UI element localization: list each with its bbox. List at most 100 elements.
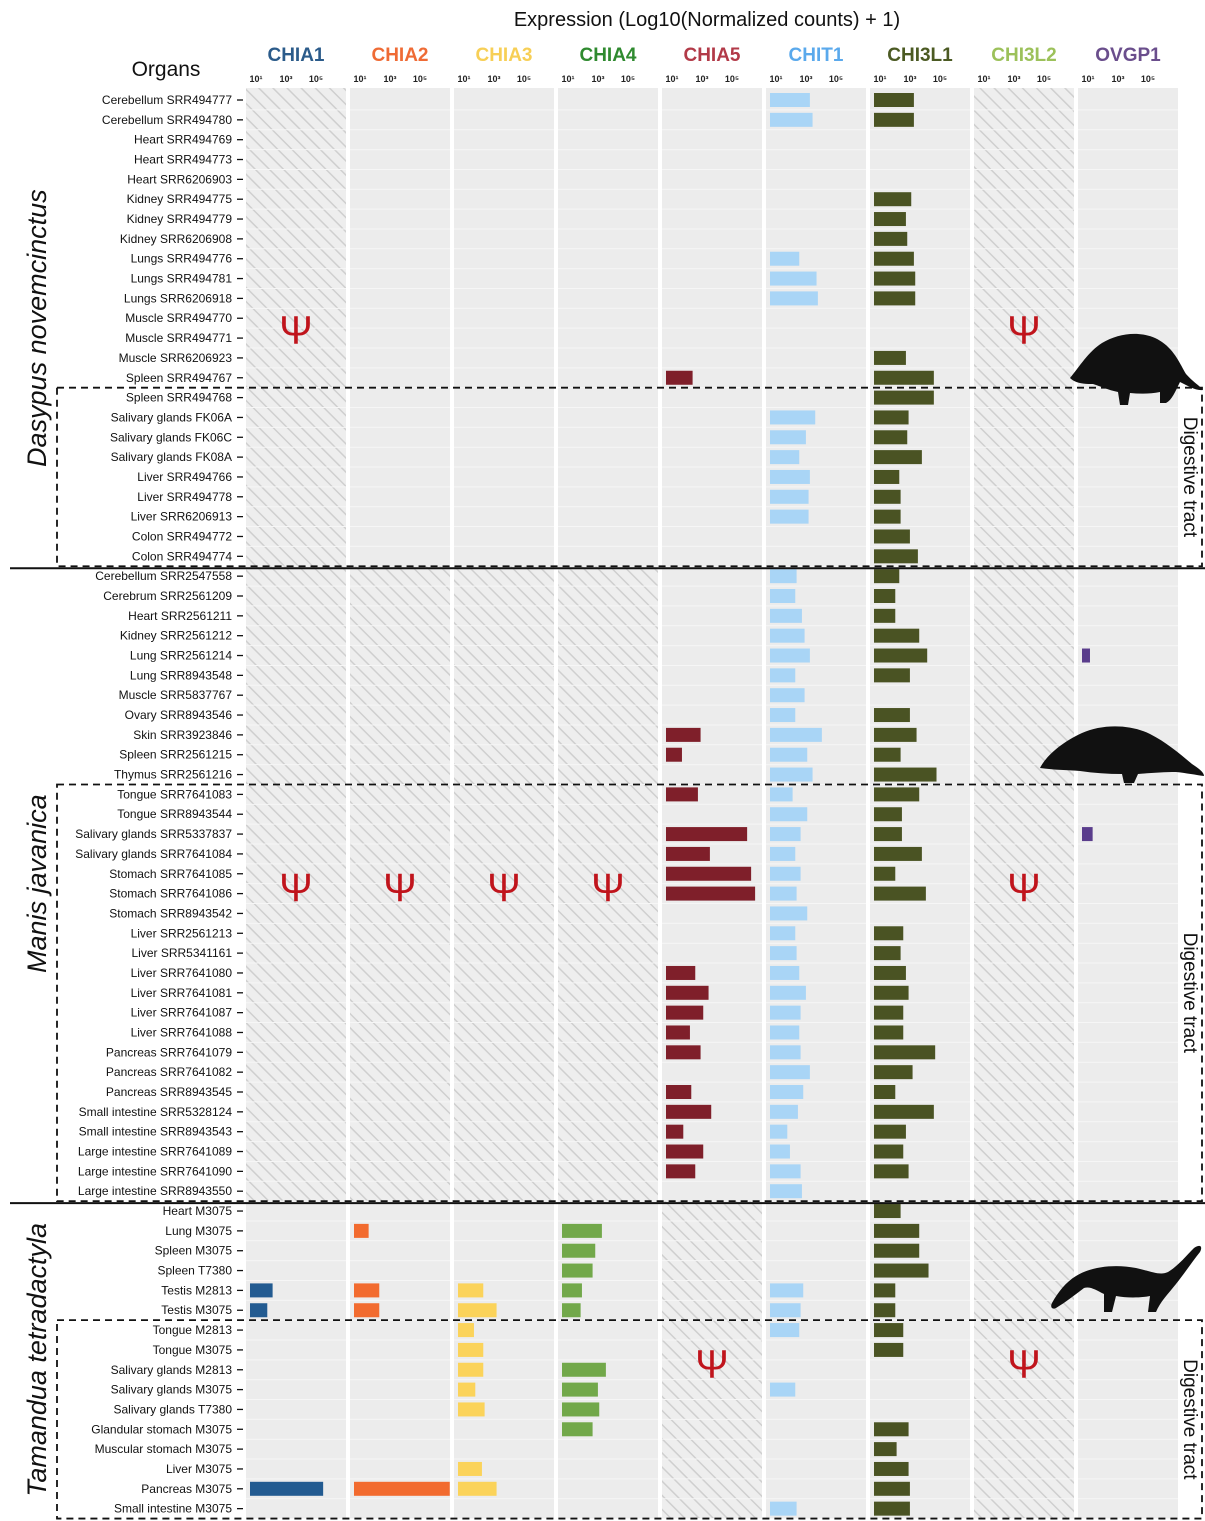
bar-chi3l1-kidney-srr6206908 — [874, 231, 908, 246]
bar-chia5-small-intestine-srr8943543 — [666, 1124, 684, 1139]
bar-chit1-kidney-srr2561212 — [770, 628, 805, 643]
bar-chi3l1-lung-srr2561214 — [874, 648, 928, 663]
bar-chia5-pancreas-srr8943545 — [666, 1085, 692, 1099]
bar-chi3l1-colon-srr494774 — [874, 549, 918, 564]
organ-label: Stomach SRR7641085 — [109, 867, 232, 881]
bar-chi3l1-cerebrum-srr2561209 — [874, 589, 896, 603]
organ-label: Spleen M3075 — [155, 1244, 233, 1258]
digestive-tract-box — [56, 386, 1203, 568]
bar-chit1-cerebellum-srr494777 — [770, 93, 810, 107]
organ-label: Heart SRR494769 — [134, 133, 232, 147]
bar-chit1-cerebellum-srr2547558 — [770, 569, 797, 584]
bar-chi3l1-heart-srr2561211 — [874, 608, 896, 623]
bar-chi3l1-stomach-srr7641086 — [874, 886, 926, 901]
gene-header-chia1: CHIA1 — [267, 45, 324, 66]
organ-label: Tongue M2813 — [153, 1323, 233, 1337]
bar-chia5-stomach-srr7641086 — [666, 886, 756, 901]
bar-ovgp1-salivary-glands-srr5337837 — [1082, 827, 1093, 842]
organ-label: Lung SRR8943548 — [130, 668, 232, 682]
organ-label: Liver SRR7641080 — [131, 966, 233, 980]
organ-label: Heart SRR6206903 — [127, 172, 232, 186]
organ-label: Lungs SRR494776 — [131, 252, 233, 266]
bar-chia5-liver-srr7641080 — [666, 965, 696, 980]
organ-label: Tongue M3075 — [153, 1343, 233, 1357]
tick-label: 10³ — [695, 74, 708, 84]
bar-chi3l1-liver-srr7641080 — [874, 965, 906, 980]
bar-chi3l1-large-intestine-srr7641089 — [874, 1144, 904, 1159]
bar-chi3l1-kidney-srr494779 — [874, 212, 906, 227]
species-label-manis-javanica: Manis javanica — [22, 794, 52, 973]
bar-chit1-salivary-glands-m3075 — [770, 1382, 796, 1397]
organ-label: Large intestine SRR8943550 — [78, 1184, 232, 1198]
bar-chia3-tongue-m3075 — [458, 1342, 484, 1357]
bar-chit1-spleen-srr2561215 — [770, 747, 808, 762]
bar-chit1-heart-srr2561211 — [770, 608, 802, 623]
bar-chi3l1-colon-srr494772 — [874, 529, 910, 544]
organ-label: Cerebrum SRR2561209 — [103, 589, 232, 603]
organ-label: Salivary glands T7380 — [113, 1402, 232, 1416]
bar-chi3l1-cerebellum-srr2547558 — [874, 569, 900, 584]
organ-label: Liver SRR7641081 — [131, 986, 233, 1000]
digestive-tract-label: Digestive tract — [1179, 1359, 1200, 1480]
organ-label: Lung SRR2561214 — [130, 649, 232, 663]
organ-label: Salivary glands M2813 — [111, 1363, 233, 1377]
species-label-dasypus-novemcinctus: Dasypus novemcinctus — [22, 189, 52, 467]
bar-chi3l1-muscle-srr6206923 — [874, 350, 906, 365]
organ-label: Lung M3075 — [165, 1224, 232, 1238]
organ-label: Heart M3075 — [163, 1204, 233, 1218]
bar-chit1-lungs-srr6206918 — [770, 291, 818, 306]
bar-chi3l1-thymus-srr2561216 — [874, 767, 937, 782]
bar-chi3l1-pancreas-srr7641079 — [874, 1045, 936, 1060]
bar-chit1-thymus-srr2561216 — [770, 767, 813, 782]
organ-label: Small intestine SRR8943543 — [79, 1125, 233, 1139]
bar-chit1-salivary-glands-fk08a — [770, 450, 800, 465]
bar-chit1-liver-srr7641081 — [770, 985, 806, 1000]
tick-label: 10⁵ — [413, 74, 427, 84]
bar-chi3l1-liver-srr2561213 — [874, 926, 904, 941]
tick-label: 10¹ — [249, 74, 262, 84]
organ-label: Spleen SRR494768 — [126, 391, 232, 405]
bar-chia4-testis-m2813 — [562, 1283, 582, 1298]
pseudogene-symbol: Ψ — [1007, 309, 1040, 353]
pangolin-icon — [1040, 726, 1204, 783]
tick-label: 10¹ — [665, 74, 678, 84]
bar-chit1-salivary-glands-srr5337837 — [770, 827, 801, 842]
organ-label: Muscular stomach M3075 — [95, 1442, 233, 1456]
bar-chit1-testis-m3075 — [770, 1303, 801, 1318]
gene-panel-ovgp1 — [1078, 88, 1178, 1518]
bar-chit1-large-intestine-srr7641090 — [770, 1164, 801, 1179]
tick-label: 10¹ — [561, 74, 574, 84]
bar-chia4-salivary-glands-t7380 — [562, 1402, 600, 1417]
bar-chi3l1-salivary-glands-fk06c — [874, 430, 908, 445]
organ-label: Lungs SRR6206918 — [124, 291, 232, 305]
organ-label: Ovary SRR8943546 — [125, 708, 233, 722]
bar-chi3l1-muscular-stomach-m3075 — [874, 1442, 897, 1457]
bar-chia4-salivary-glands-m2813 — [562, 1362, 606, 1377]
bar-chi3l1-lungs-srr494781 — [874, 271, 916, 286]
tick-label: 10³ — [1007, 74, 1020, 84]
bar-chia5-skin-srr3923846 — [666, 727, 701, 742]
tick-label: 10⁵ — [1141, 74, 1155, 84]
organ-label: Testis M2813 — [161, 1283, 232, 1297]
bar-chi3l1-tongue-srr7641083 — [874, 787, 920, 802]
tick-label: 10³ — [383, 74, 396, 84]
organ-label: Tongue SRR8943544 — [117, 807, 232, 821]
organ-label: Liver M3075 — [166, 1462, 232, 1476]
bar-chit1-liver-srr7641088 — [770, 1025, 800, 1040]
tick-label: 10¹ — [977, 74, 990, 84]
organ-label: Tongue SRR7641083 — [117, 787, 232, 801]
bar-chia5-small-intestine-srr5328124 — [666, 1104, 712, 1119]
bar-chit1-liver-srr494766 — [770, 469, 810, 484]
organ-label: Large intestine SRR7641089 — [78, 1145, 232, 1159]
bar-chit1-pancreas-srr8943545 — [770, 1085, 804, 1099]
bar-chit1-tongue-m2813 — [770, 1323, 800, 1338]
bar-chi3l1-spleen-t7380 — [874, 1263, 929, 1278]
organ-label: Liver SRR5341161 — [131, 946, 232, 960]
tick-label: 10¹ — [457, 74, 470, 84]
pseudogene-symbol: Ψ — [1007, 1343, 1040, 1387]
bar-chi3l1-pancreas-srr8943545 — [874, 1085, 896, 1099]
bar-chi3l1-salivary-glands-srr7641084 — [874, 846, 922, 861]
bar-chit1-stomach-srr8943542 — [770, 906, 808, 921]
bar-chia2-pancreas-m3075 — [354, 1481, 450, 1496]
bar-chi3l1-liver-srr7641087 — [874, 1005, 904, 1020]
